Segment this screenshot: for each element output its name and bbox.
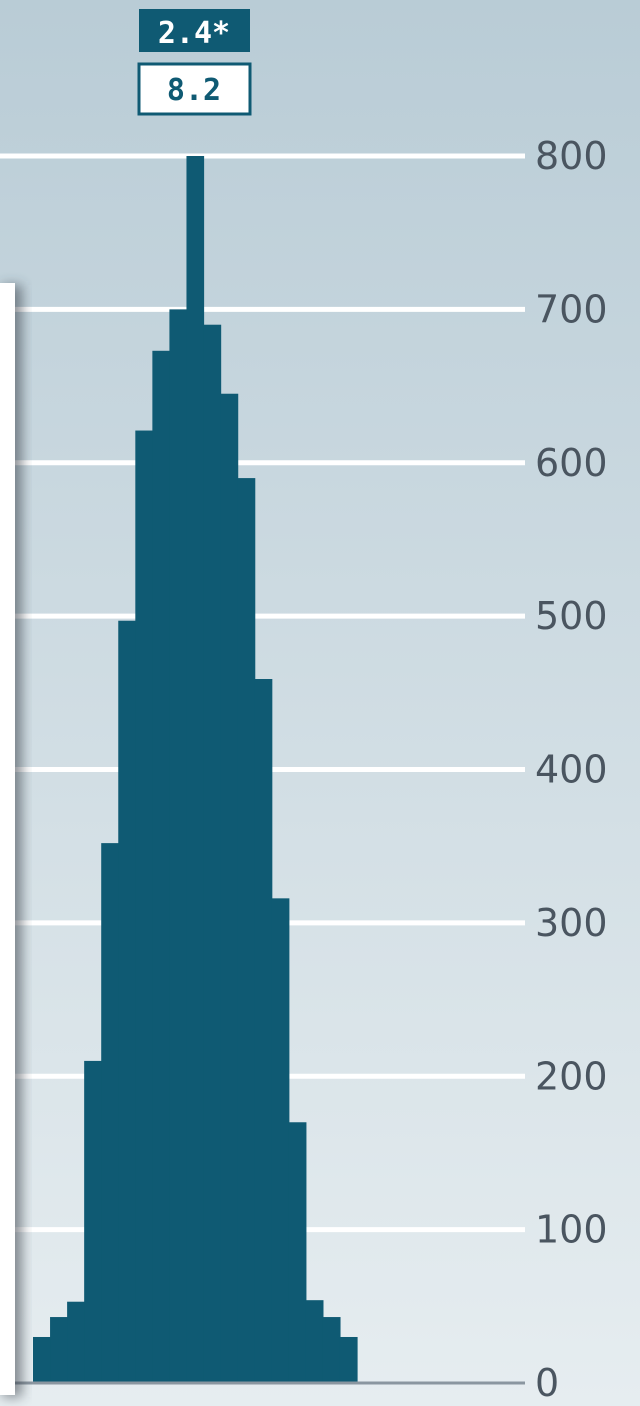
tower-step <box>186 156 205 1383</box>
tower-step <box>84 1060 102 1383</box>
tower-step <box>67 1301 85 1383</box>
tower-step <box>50 1317 68 1383</box>
tower-step <box>322 1317 341 1383</box>
tower-step <box>118 620 136 1383</box>
y-tick-label: 400 <box>535 748 608 792</box>
tower-step <box>339 1336 358 1383</box>
y-tick-label: 100 <box>535 1208 608 1252</box>
inset-panel <box>0 283 15 1395</box>
tower-step <box>33 1336 51 1383</box>
tower-silhouette <box>33 156 358 1384</box>
tower-step <box>220 393 239 1384</box>
tower-step <box>101 843 119 1383</box>
annotation-bottom-box <box>137 62 252 116</box>
height-annotation: 2.4* 8.2 <box>137 9 252 116</box>
tower-step <box>271 898 290 1383</box>
y-tick-label: 800 <box>535 134 608 178</box>
y-tick-label: 0 <box>535 1361 559 1405</box>
tower-step <box>254 679 273 1383</box>
tower-step <box>203 324 222 1384</box>
tower-step <box>288 1122 307 1383</box>
y-tick-label: 200 <box>535 1054 608 1098</box>
tower-step <box>152 350 171 1383</box>
tower-step <box>169 309 188 1384</box>
tower-step <box>305 1300 324 1383</box>
annotation-top-value: 2.4* <box>158 16 230 51</box>
annotation-top-box <box>139 9 250 52</box>
y-axis-tick-labels: 0 100 200 300 400 500 600 700 800 <box>535 134 608 1405</box>
y-tick-label: 300 <box>535 901 608 945</box>
annotation-bottom-value: 8.2 <box>167 73 221 108</box>
y-tick-label: 700 <box>535 287 608 331</box>
tower-step <box>237 478 256 1384</box>
y-tick-label: 600 <box>535 441 608 485</box>
y-tick-label: 500 <box>535 594 608 638</box>
tower-step <box>135 430 153 1383</box>
